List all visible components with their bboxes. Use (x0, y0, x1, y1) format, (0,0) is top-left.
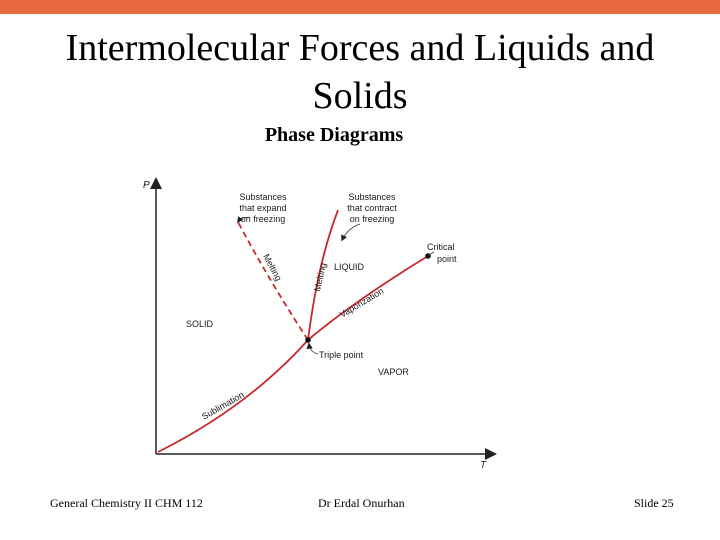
vaporization-label: Vaporization (338, 286, 385, 320)
sublimation-curve (157, 339, 309, 453)
contract-note-line-3: on freezing (350, 214, 395, 224)
vapor-region-label: VAPOR (378, 367, 409, 377)
footer-slide-number: Slide 25 (634, 496, 674, 510)
critical-point-label-2: point (437, 254, 457, 264)
contract-note-line-1: Substances (348, 192, 396, 202)
vaporization-curve (307, 255, 429, 341)
triple-point-label: Triple point (319, 350, 364, 360)
critical-point-marker (425, 253, 431, 259)
contract-note-line-2: that contract (347, 203, 397, 213)
melting-dashed-label: Melting (261, 252, 283, 282)
sublimation-label: Sublimation (200, 390, 246, 422)
slide-title: Intermolecular Forces and Liquids and So… (65, 27, 655, 117)
expand-note-line-3: on freezing (241, 214, 286, 224)
expand-note-line-1: Substances (239, 192, 287, 202)
melting-curve-contract (307, 209, 339, 341)
footer-author: Dr Erdal Onurhan (318, 496, 405, 510)
expand-note-leader (237, 216, 251, 224)
top-accent-bar (0, 0, 720, 14)
axis-p-label: P (143, 180, 150, 191)
slide-subtitle: Phase Diagrams (264, 124, 404, 146)
contract-note-leader (341, 223, 361, 242)
melting-solid-label: Melting (312, 262, 328, 292)
critical-point-label-1: Critical (427, 242, 455, 252)
triple-point-leader (306, 342, 319, 355)
footer-course: General Chemistry II CHM 112 (50, 496, 203, 510)
solid-region-label: SOLID (186, 319, 214, 329)
triple-point-marker (305, 337, 311, 343)
phase-diagram: P T SOLID LIQUID VAPOR Melting Melting V… (143, 177, 497, 471)
axis-t-label: T (480, 460, 487, 471)
critical-point-leader (428, 251, 435, 257)
melting-curve-expand (237, 221, 309, 341)
expand-note-line-2: that expand (239, 203, 286, 213)
liquid-region-label: LIQUID (334, 262, 365, 272)
